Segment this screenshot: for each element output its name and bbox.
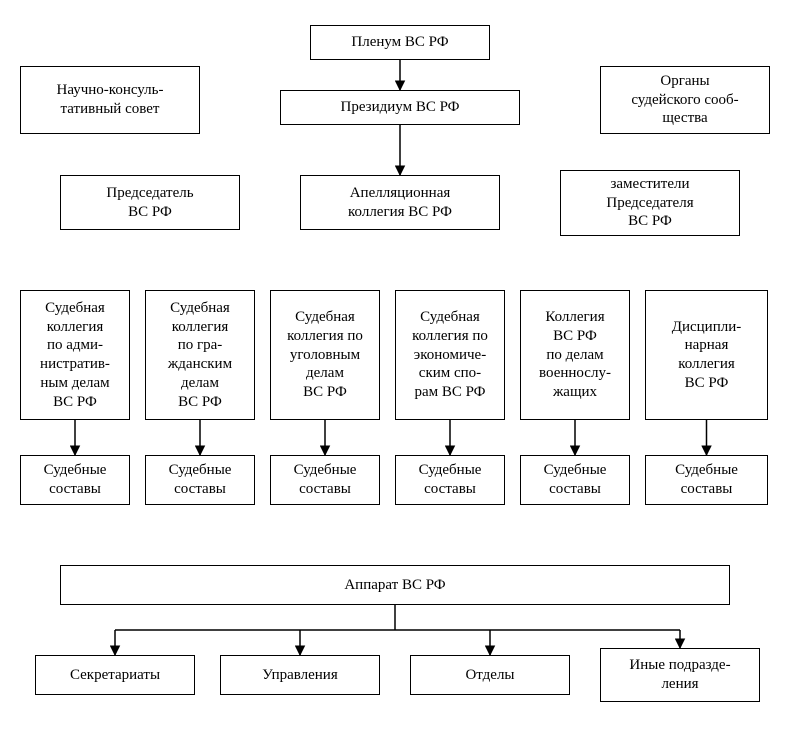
label: Судебнаяколлегияпо гра-жданскимделамВС Р… <box>168 299 232 412</box>
label: заместителиПредседателяВС РФ <box>606 175 693 231</box>
node-comp-crim: Судебныесоставы <box>270 455 380 505</box>
node-coll-admin: Судебнаяколлегияпо адми-нистратив-ным де… <box>20 290 130 420</box>
node-comp-econ: Судебныесоставы <box>395 455 505 505</box>
node-chairman: ПредседательВС РФ <box>60 175 240 230</box>
node-appeal: Апелляционнаяколлегия ВС РФ <box>300 175 500 230</box>
node-comp-disc: Судебныесоставы <box>645 455 768 505</box>
node-secretariats: Секретариаты <box>35 655 195 695</box>
label: Судебныесоставы <box>44 461 107 499</box>
label: Апелляционнаяколлегия ВС РФ <box>348 184 452 222</box>
node-deputies: заместителиПредседателяВС РФ <box>560 170 740 236</box>
node-directorates: Управления <box>220 655 380 695</box>
label: Президиум ВС РФ <box>340 98 459 117</box>
label: Судебныесоставы <box>675 461 738 499</box>
label: Иные подразде-ления <box>629 656 730 694</box>
label: Судебныесоставы <box>419 461 482 499</box>
label: Отделы <box>465 666 514 685</box>
node-coll-mil: КоллегияВС РФпо деламвоеннослу-жащих <box>520 290 630 420</box>
node-coll-econ: Судебнаяколлегия поэкономиче-ским спо-ра… <box>395 290 505 420</box>
node-comp-mil: Судебныесоставы <box>520 455 630 505</box>
label: Судебныесоставы <box>544 461 607 499</box>
label: Судебнаяколлегияпо адми-нистратив-ным де… <box>40 299 110 412</box>
label: Управления <box>262 666 337 685</box>
label: Дисципли-нарнаяколлегияВС РФ <box>672 318 742 393</box>
node-apparatus: Аппарат ВС РФ <box>60 565 730 605</box>
node-coll-crim: Судебнаяколлегия поуголовнымделамВС РФ <box>270 290 380 420</box>
node-coll-civil: Судебнаяколлегияпо гра-жданскимделамВС Р… <box>145 290 255 420</box>
label: Судебныесоставы <box>169 461 232 499</box>
node-plenum: Пленум ВС РФ <box>310 25 490 60</box>
node-presidium: Президиум ВС РФ <box>280 90 520 125</box>
label: КоллегияВС РФпо деламвоеннослу-жащих <box>539 308 611 402</box>
label: Судебнаяколлегия поэкономиче-ским спо-ра… <box>412 308 488 402</box>
label: Судебнаяколлегия поуголовнымделамВС РФ <box>287 308 363 402</box>
label: Пленум ВС РФ <box>351 33 448 52</box>
label: Судебныесоставы <box>294 461 357 499</box>
label: Органысудейского сооб-щества <box>631 72 738 128</box>
node-departments: Отделы <box>410 655 570 695</box>
node-comp-admin: Судебныесоставы <box>20 455 130 505</box>
node-other-units: Иные подразде-ления <box>600 648 760 702</box>
node-comp-civil: Судебныесоставы <box>145 455 255 505</box>
node-advisory: Научно-консуль-тативный совет <box>20 66 200 134</box>
node-coll-disc: Дисципли-нарнаяколлегияВС РФ <box>645 290 768 420</box>
node-judicial-org: Органысудейского сооб-щества <box>600 66 770 134</box>
diagram-canvas: Пленум ВС РФ Научно-консуль-тативный сов… <box>0 0 789 730</box>
label: Аппарат ВС РФ <box>344 576 445 595</box>
label: ПредседательВС РФ <box>106 184 193 222</box>
label: Научно-консуль-тативный совет <box>57 81 164 119</box>
label: Секретариаты <box>70 666 160 685</box>
